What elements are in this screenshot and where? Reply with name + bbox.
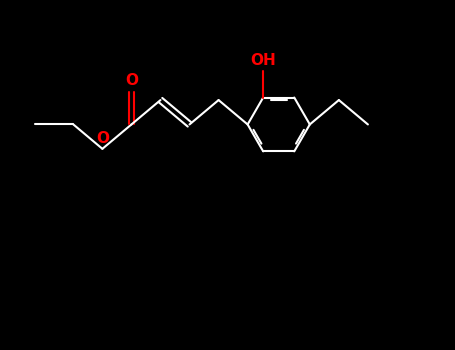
Text: O: O — [125, 73, 138, 88]
Text: OH: OH — [250, 53, 276, 68]
Text: O: O — [96, 131, 109, 146]
